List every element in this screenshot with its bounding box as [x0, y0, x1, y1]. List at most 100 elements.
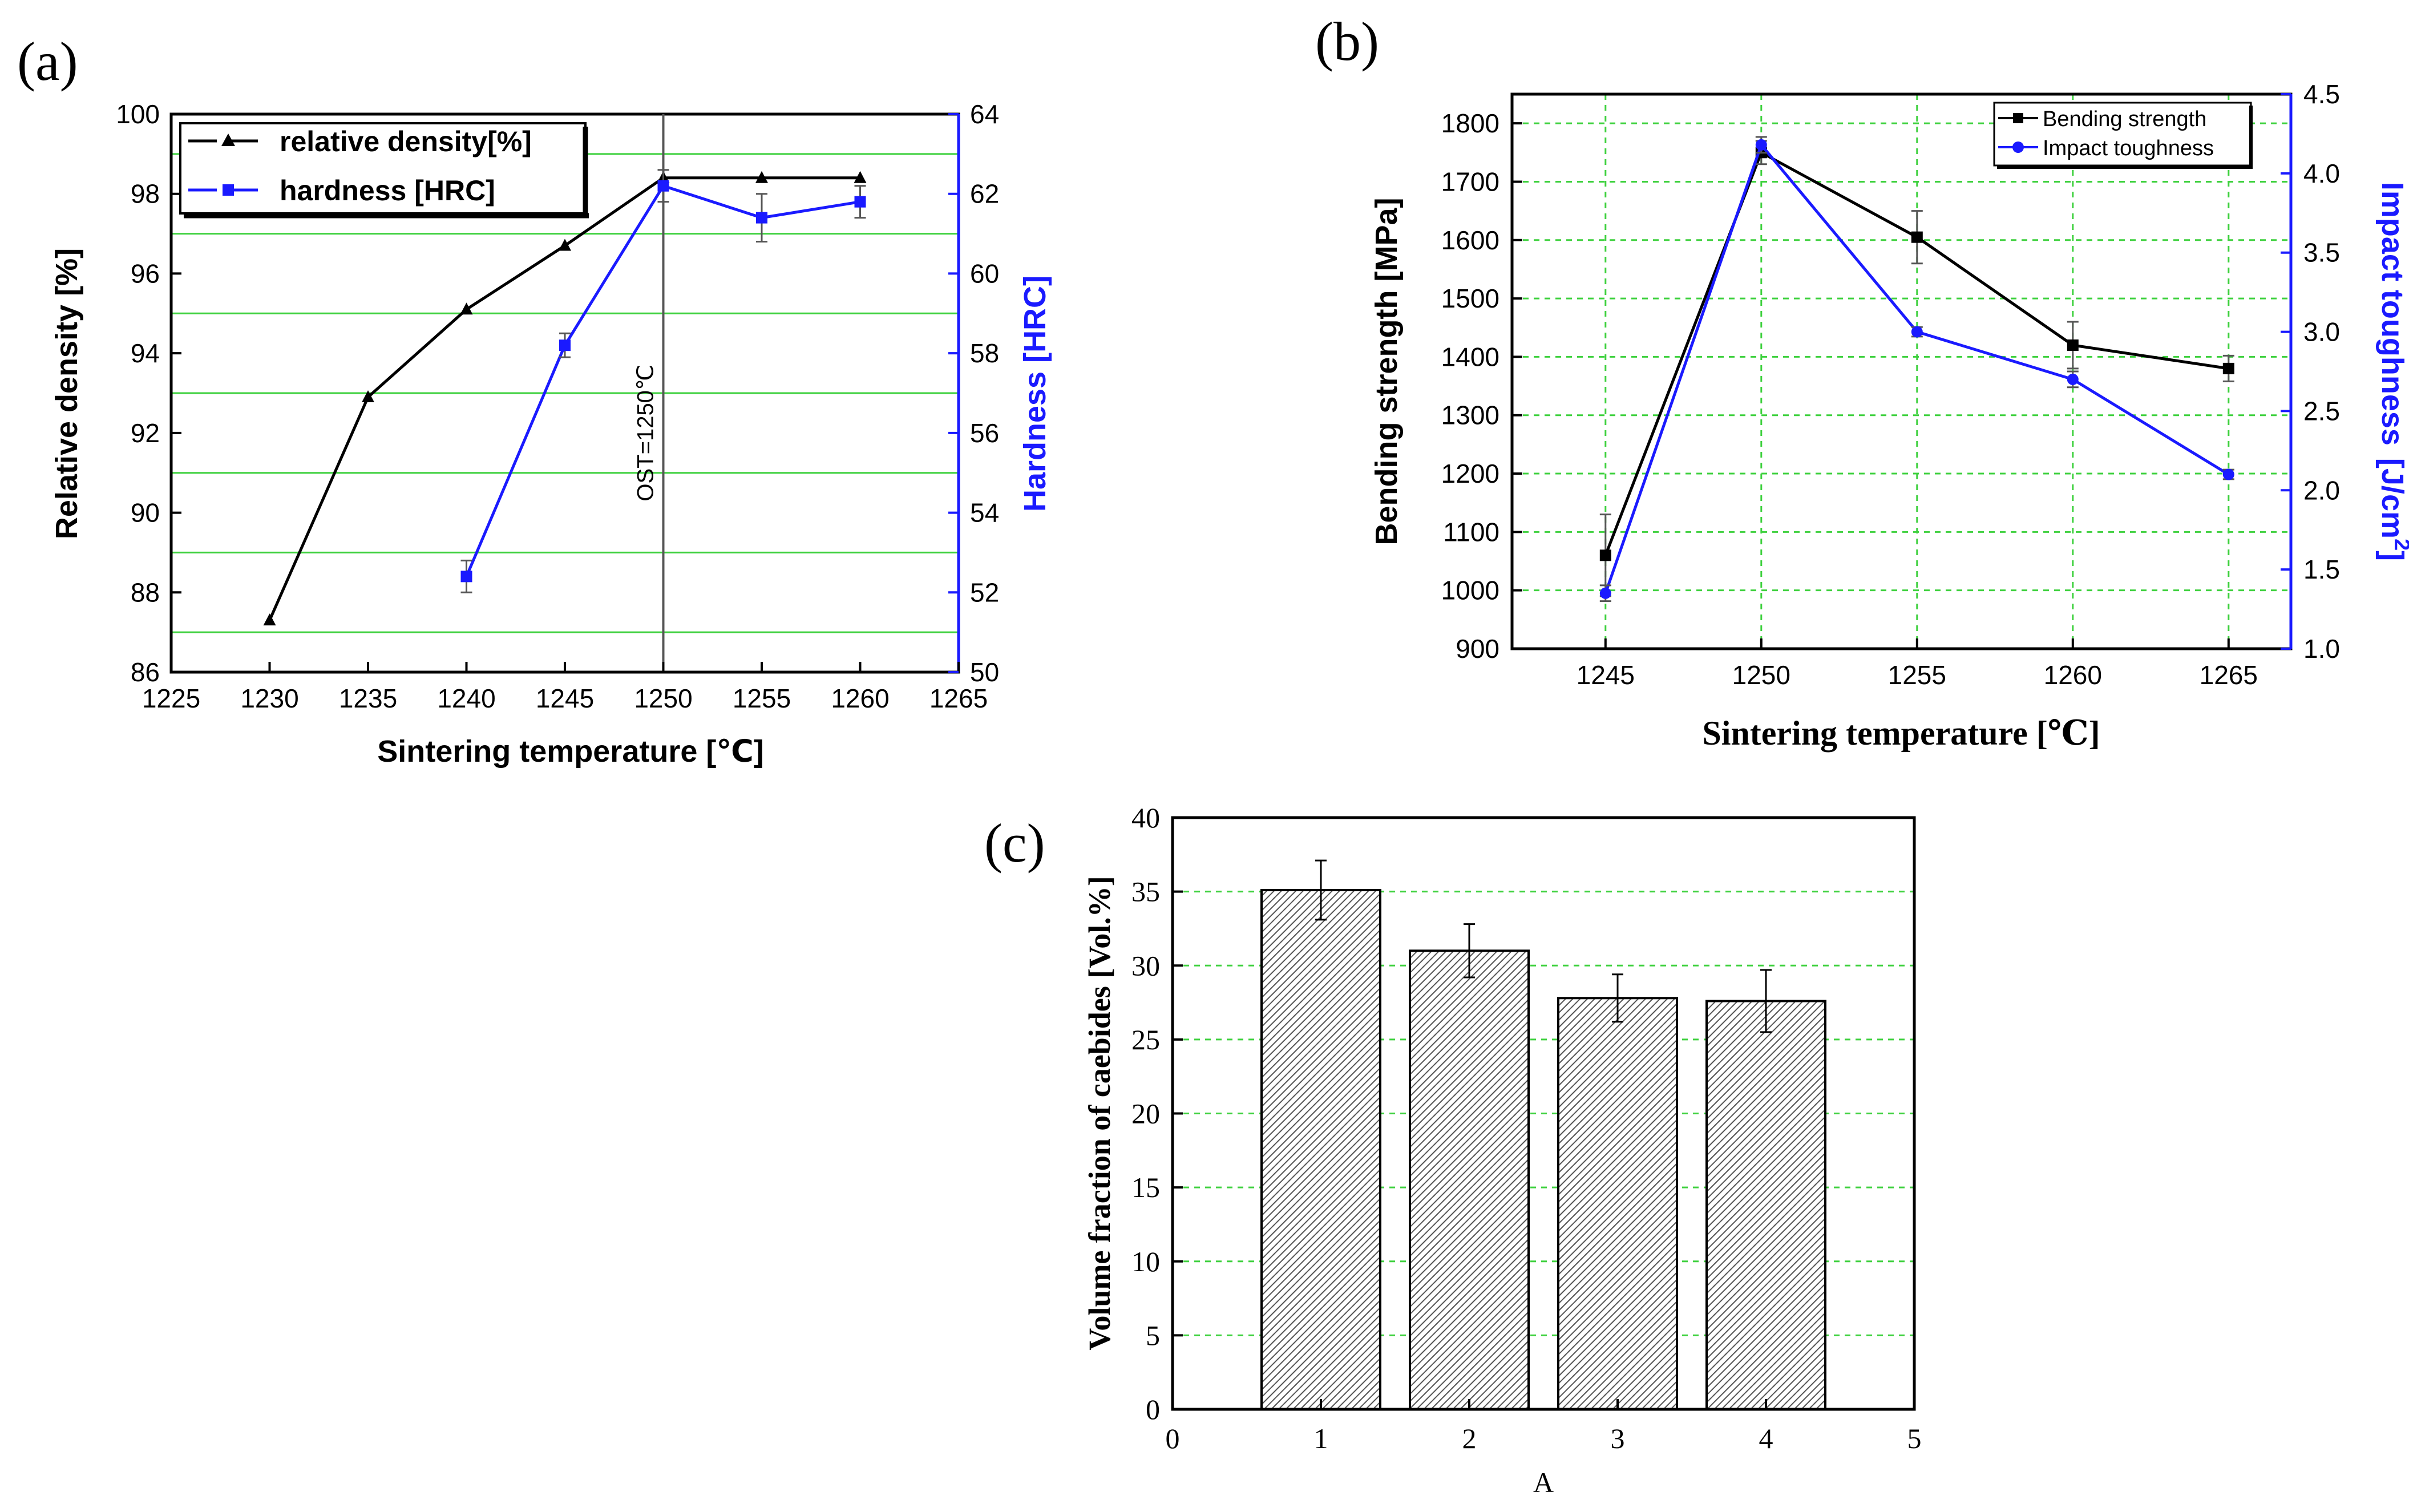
legend-relative-density: relative density[%] — [280, 126, 532, 157]
panel-b-x-tick-label: 1250 — [1732, 660, 1790, 690]
panel-a-y-right-tick-label: 64 — [970, 99, 999, 129]
panel-a-point-relative-density — [755, 171, 768, 183]
panel-a-point-relative-density — [362, 390, 374, 402]
legend-circle-marker — [2012, 142, 2024, 153]
panel-b-y-left-tick-label: 1600 — [1441, 225, 1499, 255]
panel-b-point-bending-strength — [1911, 231, 1923, 243]
panel-a-x-tick-label: 1245 — [536, 684, 594, 713]
panel-c-x-tick-label: 0 — [1166, 1422, 1180, 1454]
panel-a-y-right-tick-label: 54 — [970, 498, 999, 528]
panel-a-x-tick-label: 1255 — [733, 684, 791, 713]
panel-b-y-left-tick-label: 900 — [1456, 634, 1499, 664]
panel-b-point-bending-strength — [2222, 362, 2234, 374]
panel-b-point-impact-toughness — [1755, 139, 1767, 151]
legend-square-marker — [223, 184, 234, 196]
panel-a-y-right-tick-label: 62 — [970, 179, 999, 209]
panel-b-y-left-tick-label: 1500 — [1441, 284, 1499, 313]
panel-b-y-left-tick-label: 1800 — [1441, 108, 1499, 138]
panel-c-y-tick-label: 30 — [1131, 949, 1160, 981]
panel-a-y-left-tick-label: 98 — [131, 179, 160, 209]
panel-b-y-right-label: Impact toughness [J/cm2] — [2375, 182, 2409, 561]
panel-a-y-left-tick-label: 88 — [131, 577, 160, 607]
panel-a-legend: relative density[%] hardness [HRC] — [179, 122, 589, 219]
panel-a-y-left-tick-label: 100 — [116, 99, 160, 129]
panel-b-y-right-label-close: ] — [2375, 551, 2409, 561]
panel-c-y-tick-label: 0 — [1146, 1393, 1160, 1425]
panel-c-y-tick-label: 25 — [1131, 1024, 1160, 1056]
panel-a-x-label: Sintering temperature [℃] — [377, 734, 763, 769]
panel-a-point-hardness — [460, 571, 472, 583]
panel-b-x-tick-label: 1245 — [1577, 660, 1635, 690]
panel-a-y-right-tick-label: 50 — [970, 657, 999, 687]
panel-c-bar — [1409, 949, 1530, 1410]
panel-a-x-tick-label: 1235 — [339, 684, 397, 713]
panel-c-bar — [1705, 1000, 1826, 1410]
legend-impact-toughness: Impact toughness — [2043, 136, 2214, 160]
panel-b-y-right-label-sup: 2 — [2390, 539, 2409, 551]
panel-c-y-label: Volume fraction of caebides [Vol.%] — [1082, 876, 1117, 1350]
panel-c-x-tick-label: 4 — [1759, 1422, 1773, 1454]
panel-b-legend: Bending strength Impact toughness — [1993, 102, 2253, 169]
panel-a-x-tick-label: 1230 — [240, 684, 298, 713]
legend-triangle-marker — [221, 134, 235, 146]
panel-a-point-hardness — [559, 339, 571, 351]
panel-c-x-tick-label: 1 — [1314, 1422, 1328, 1454]
panel-b-y-right-label-main: Impact toughness — [2375, 182, 2409, 446]
panel-b-y-left-tick-label: 1200 — [1441, 459, 1499, 488]
panel-a-point-hardness — [657, 180, 669, 192]
panel-a-point-relative-density — [460, 302, 473, 315]
panel-b-y-left-tick-label: 1700 — [1441, 167, 1499, 196]
panel-b-y-right-tick-label: 4.0 — [2303, 159, 2340, 188]
panel-c-label: (c) — [984, 812, 1045, 874]
panel-b-y-left-tick-label: 1400 — [1441, 342, 1499, 371]
panel-a-point-relative-density — [854, 171, 867, 183]
panel-b-x-tick-label: 1265 — [2200, 660, 2258, 690]
panel-a-ost-annotation: OST=1250℃ — [633, 365, 658, 502]
panel-a-y-left-label: Relative density [%] — [50, 248, 84, 539]
legend-bending-strength: Bending strength — [2043, 107, 2206, 131]
panel-b: (b) 1245 1250 1255 1260 1265 900 1000 1100 1200 1… — [1315, 11, 2409, 752]
panel-b-x-tick-label: 1260 — [2044, 660, 2102, 690]
panel-b-y-right-tick-label: 2.5 — [2303, 396, 2340, 426]
panel-c: (c) 0 1 2 3 4 5 0 5 10 15 20 25 30 35 40 A Volume frac… — [984, 802, 1922, 1498]
panel-a-y-right-tick-label: 58 — [970, 338, 999, 368]
panel-a-point-hardness — [854, 196, 866, 208]
panel-b-y-right-tick-label: 4.5 — [2303, 79, 2340, 109]
panel-b-point-impact-toughness — [1599, 587, 1611, 599]
panel-a-y-right-label: Hardness [HRC] — [1018, 276, 1052, 512]
panel-b-y-left-label: Bending strength [MPa] — [1369, 198, 1404, 545]
panel-a-y-right-tick-label: 60 — [970, 258, 999, 288]
panel-b-y-right-tick-label: 3.5 — [2303, 238, 2340, 268]
panel-c-x-label: A — [1533, 1466, 1554, 1498]
panel-c-y-tick-label: 5 — [1146, 1319, 1160, 1351]
panel-a: (a) OST=1250℃ 1225 1230 1235 1240 1245 1250 12… — [17, 31, 1052, 769]
panel-c-x-tick-label: 2 — [1462, 1422, 1477, 1454]
panel-a-point-hardness — [756, 212, 767, 224]
panel-c-bar — [1260, 889, 1381, 1410]
panel-b-y-left-tick-label: 1100 — [1443, 517, 1499, 547]
panel-a-y-left-tick-label: 86 — [131, 657, 160, 687]
legend-hardness: hardness [HRC] — [280, 175, 495, 207]
panel-b-x-tick-label: 1255 — [1888, 660, 1946, 690]
panel-c-x-tick-label: 3 — [1611, 1422, 1625, 1454]
panel-b-y-left-tick-label: 1300 — [1441, 401, 1499, 430]
panel-a-y-left-tick-label: 96 — [131, 258, 160, 288]
panel-a-point-relative-density — [559, 238, 571, 251]
panel-a-y-right-tick-label: 56 — [970, 418, 999, 448]
panel-a-y-left-tick-label: 90 — [131, 498, 160, 528]
panel-a-label: (a) — [17, 31, 78, 92]
panel-b-y-right-tick-label: 1.5 — [2303, 555, 2340, 584]
panel-a-y-left-tick-label: 94 — [131, 338, 160, 368]
panel-c-y-tick-label: 40 — [1131, 802, 1160, 834]
panel-b-point-bending-strength — [2067, 339, 2079, 351]
panel-b-point-impact-toughness — [2067, 373, 2079, 385]
panel-a-y-right-tick-label: 52 — [970, 577, 999, 607]
panel-b-y-left-tick-label: 1000 — [1441, 576, 1499, 605]
panel-c-y-tick-label: 20 — [1131, 1098, 1160, 1130]
panel-a-x-tick-label: 1240 — [437, 684, 495, 713]
panel-b-y-right-tick-label: 2.0 — [2303, 475, 2340, 505]
panel-a-x-tick-label: 1225 — [142, 684, 200, 713]
panel-b-point-impact-toughness — [1911, 326, 1923, 338]
panel-c-y-tick-label: 10 — [1131, 1246, 1160, 1277]
